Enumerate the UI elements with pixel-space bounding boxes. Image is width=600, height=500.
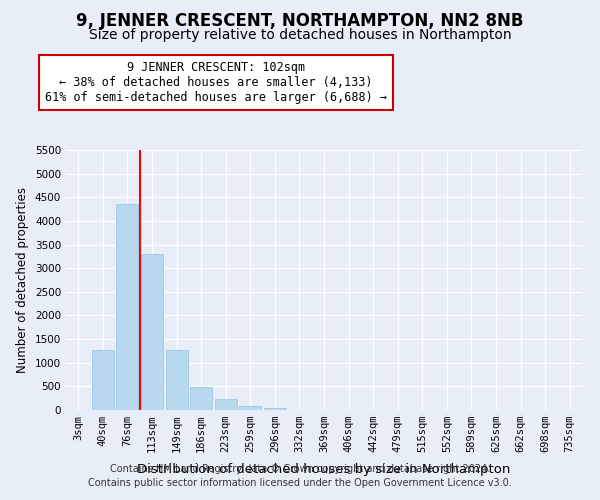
Bar (166, 350, 188, 410)
X-axis label: Distribution of detached houses by size in Northampton: Distribution of detached houses by size … (137, 464, 511, 476)
Y-axis label: Number of detached properties: Number of detached properties (16, 187, 29, 373)
Bar (141, 254, 163, 410)
Text: 9 JENNER CRESCENT: 102sqm
← 38% of detached houses are smaller (4,133)
61% of se: 9 JENNER CRESCENT: 102sqm ← 38% of detac… (45, 61, 387, 104)
Text: Contains HM Land Registry data © Crown copyright and database right 2024.
Contai: Contains HM Land Registry data © Crown c… (88, 464, 512, 487)
Bar (264, 408, 286, 410)
Text: 9, JENNER CRESCENT, NORTHAMPTON, NN2 8NB: 9, JENNER CRESCENT, NORTHAMPTON, NN2 8NB (76, 12, 524, 30)
Text: Size of property relative to detached houses in Northampton: Size of property relative to detached ho… (89, 28, 511, 42)
Bar (215, 399, 237, 410)
Bar (190, 388, 212, 410)
Bar (239, 406, 262, 410)
Bar (92, 350, 114, 410)
Bar (116, 204, 139, 410)
